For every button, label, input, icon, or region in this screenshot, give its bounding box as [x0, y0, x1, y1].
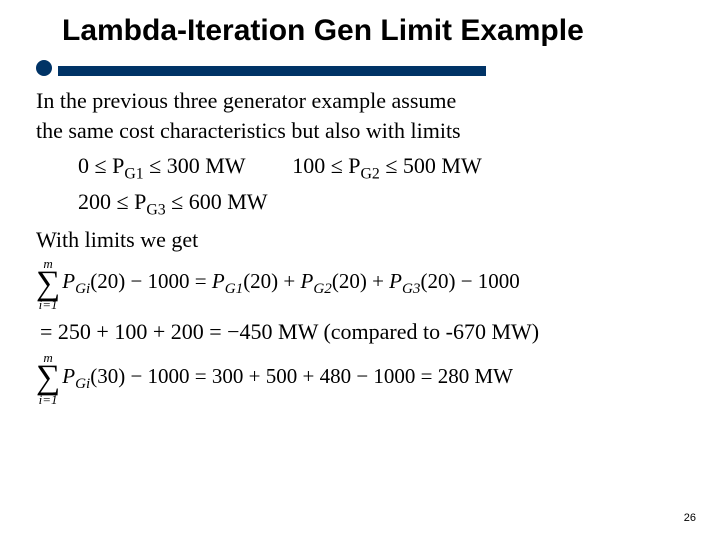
- bullet-icon: [36, 60, 52, 76]
- slide-content: In the previous three generator example …: [0, 86, 720, 406]
- eq3-p: P: [62, 364, 75, 388]
- limit1-rhs: ≤ 300 MW: [144, 153, 246, 178]
- eq1-sub-gi: Gi: [75, 282, 90, 298]
- limit1-sub: G1: [124, 166, 143, 183]
- sigma-symbol-2: ∑: [36, 364, 60, 393]
- title-underline: [36, 58, 720, 78]
- eq1-sub-g3: G3: [402, 282, 420, 298]
- eq1-p4: P: [389, 269, 402, 293]
- eq1-c: (20) +: [332, 269, 389, 293]
- equation-3: m ∑ i=1 PGi(30) − 1000 = 300 + 500 + 480…: [36, 351, 700, 406]
- equation-1: m ∑ i=1 PGi(20) − 1000 = PG1(20) + PG2(2…: [36, 257, 700, 312]
- eq1-sub-g1: G1: [225, 282, 243, 298]
- eq1-p3: P: [301, 269, 314, 293]
- sigma-icon: m ∑ i=1: [36, 257, 60, 312]
- sigma-lower-2: i=1: [39, 393, 58, 406]
- limits-row-1: 0 ≤ PG1 ≤ 300 MW 100 ≤ PG2 ≤ 500 MW: [36, 151, 700, 185]
- slide-title: Lambda-Iteration Gen Limit Example: [0, 0, 720, 58]
- limit3-lhs: 200 ≤ P: [78, 189, 146, 214]
- sigma-icon-2: m ∑ i=1: [36, 351, 60, 406]
- text-line-2: the same cost characteristics but also w…: [36, 116, 700, 146]
- limit3-rhs: ≤ 600 MW: [166, 189, 268, 214]
- limit2-sub: G2: [361, 166, 380, 183]
- eq3-sub-gi: Gi: [75, 377, 90, 393]
- limit2-rhs: ≤ 500 MW: [380, 153, 482, 178]
- eq1-sub-g2: G2: [313, 282, 331, 298]
- page-number: 26: [684, 512, 696, 524]
- sigma-symbol: ∑: [36, 270, 60, 299]
- underline-bar: [58, 66, 486, 76]
- sigma-lower: i=1: [39, 298, 58, 311]
- equation-2: = 250 + 100 + 200 = −450 MW (compared to…: [36, 319, 700, 345]
- eq1-b: (20) +: [243, 269, 300, 293]
- limit1-lhs: 0 ≤ P: [78, 153, 124, 178]
- text-line-3: With limits we get: [36, 225, 700, 255]
- text-line-1: In the previous three generator example …: [36, 86, 700, 116]
- equation-3-body: PGi(30) − 1000 = 300 + 500 + 480 − 1000 …: [62, 364, 513, 393]
- eq1-d: (20) − 1000: [420, 269, 519, 293]
- eq3-rhs: (30) − 1000 = 300 + 500 + 480 − 1000 = 2…: [90, 364, 513, 388]
- eq1-p2: P: [212, 269, 225, 293]
- limit3-sub: G3: [146, 202, 165, 219]
- limits-row-2: 200 ≤ PG3 ≤ 600 MW: [36, 187, 700, 221]
- limit2-lhs: 100 ≤ P: [292, 153, 360, 178]
- eq1-p1: P: [62, 269, 75, 293]
- equation-1-body: PGi(20) − 1000 = PG1(20) + PG2(20) + PG3…: [62, 269, 520, 298]
- eq1-a: (20) − 1000 =: [90, 269, 212, 293]
